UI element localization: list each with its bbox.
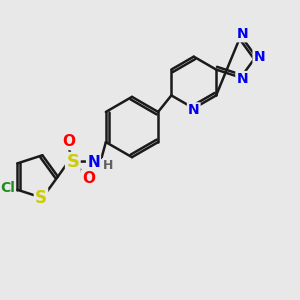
Text: S: S xyxy=(35,189,47,207)
Text: O: O xyxy=(62,134,75,149)
Text: N: N xyxy=(87,155,100,170)
Text: H: H xyxy=(103,159,113,172)
Text: N: N xyxy=(236,72,248,86)
Text: N: N xyxy=(236,27,248,41)
Text: O: O xyxy=(82,170,95,185)
Text: Cl: Cl xyxy=(0,181,15,195)
Text: S: S xyxy=(66,153,79,171)
Text: N: N xyxy=(254,50,265,64)
Text: N: N xyxy=(188,103,200,117)
